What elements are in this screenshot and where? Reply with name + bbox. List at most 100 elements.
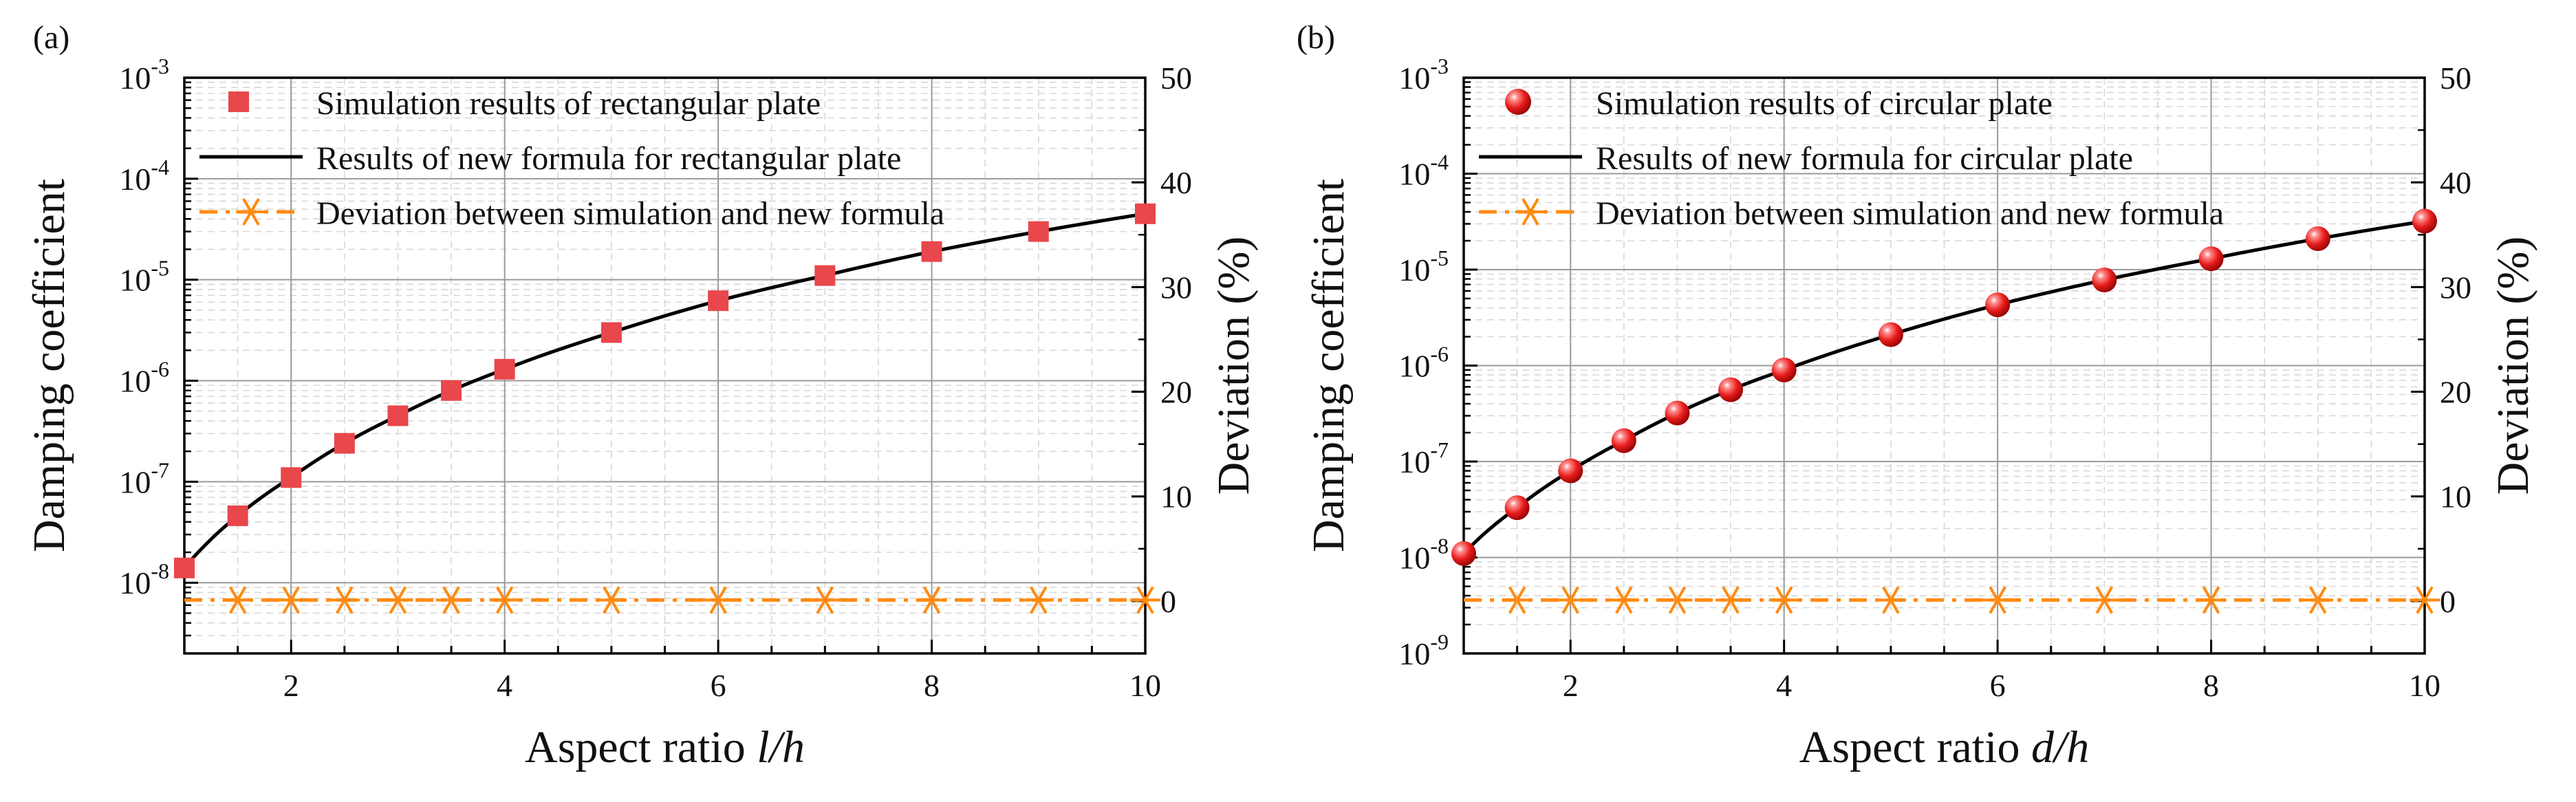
deviation-marker [703, 586, 734, 614]
deviation-marker [1023, 586, 1054, 614]
simulation-marker [2305, 226, 2330, 252]
deviation-marker [1130, 586, 1160, 614]
simulation-marker [1771, 357, 1797, 382]
deviation-marker [329, 586, 360, 614]
x-tick-label: 8 [2203, 668, 2219, 703]
legend-marker-deviation [1515, 197, 1546, 226]
deviation-marker [2410, 586, 2440, 614]
y-tick-label: 10-5 [1398, 246, 1449, 288]
legend-label: Simulation results of circular plate [1596, 85, 2053, 122]
simulation-marker [1504, 495, 1530, 521]
simulation-marker [227, 505, 248, 526]
simulation-marker [814, 265, 836, 286]
simulation-marker [334, 433, 355, 454]
simulation-marker [1451, 541, 1476, 566]
y-tick-label: 10-3 [119, 54, 169, 96]
simulation-marker [2412, 208, 2437, 234]
x-tick-label: 4 [1776, 668, 1792, 703]
x-tick-label: 2 [1563, 668, 1579, 703]
y2-axis-label: Deviation (%) [1209, 237, 1259, 495]
simulation-marker [1878, 322, 1903, 347]
chart-panel-a: 2 4 6 8 10 10-8 10-7 10-6 10-5 10-4 10-3 0 10 20 30 40 5… [24, 19, 1259, 772]
y2-tick-label: 30 [1160, 270, 1192, 305]
simulation-marker [281, 467, 302, 488]
x-axis-label: Aspect ratio l/h [525, 722, 805, 772]
legend-label: Results of new formula for circular plat… [1596, 140, 2133, 177]
y-axis-label: Damping coefficient [1303, 179, 1354, 552]
axis-ticks [183, 76, 1147, 655]
y-tick-label: 10-5 [119, 256, 169, 298]
legend-marker-simulation [1505, 89, 1531, 115]
legend-marker-deviation [236, 197, 266, 226]
deviation-marker [2089, 586, 2120, 614]
simulation-marker [1558, 458, 1583, 484]
y-tick-label: 10-7 [1398, 437, 1449, 479]
y-tick-label: 10-3 [1398, 54, 1449, 96]
y2-axis-label: Deviation (%) [2488, 237, 2538, 495]
legend-marker-simulation [228, 91, 249, 112]
simulation-marker [1135, 203, 1156, 224]
deviation-marker [1715, 586, 1746, 614]
simulation-marker [600, 322, 622, 343]
y2-tick-label: 50 [1160, 61, 1192, 96]
x-tick-label: 4 [497, 668, 512, 703]
y-tick-label: 10-4 [1398, 150, 1449, 192]
x-tick-label: 10 [2409, 668, 2440, 703]
deviation-marker [1768, 586, 1799, 614]
grid [1463, 77, 2425, 654]
simulation-marker [1611, 428, 1636, 453]
simulation-marker [387, 405, 409, 426]
deviation-marker [436, 586, 467, 614]
axis-ticks [1462, 76, 2426, 655]
simulation-marker [174, 557, 195, 578]
y2-tick-label: 50 [2440, 61, 2471, 96]
y2-tick-label: 40 [2440, 165, 2471, 200]
chart-panel-b: 2 4 6 8 10 10-9 10-8 10-7 10-6 10-5 10-4 10-3 0 10 20 3… [1297, 19, 2538, 772]
deviation-marker [1502, 586, 1533, 614]
y2-tick-label: 10 [2440, 479, 2471, 514]
y-tick-label: 10-6 [119, 357, 169, 399]
legend-label: Deviation between simulation and new for… [316, 195, 944, 232]
y-tick-label: 10-9 [1398, 629, 1449, 671]
simulation-marker [1028, 221, 1049, 242]
deviation-marker [382, 586, 413, 614]
y2-tick-label: 20 [2440, 375, 2471, 410]
simulation-marker [494, 358, 515, 380]
simulation-marker [1985, 292, 2011, 318]
simulation-marker [1665, 400, 1690, 426]
deviation-marker [916, 586, 947, 614]
x-tick-label: 10 [1129, 668, 1161, 703]
simulation-marker [2198, 246, 2224, 272]
tick-labels: 2 4 6 8 10 10-9 10-8 10-7 10-6 10-5 10-4 10-3 0 10 20 3… [1398, 54, 2471, 703]
legend: Simulation results of circular plate Resu… [1479, 85, 2224, 232]
simulation-marker [1718, 377, 1744, 402]
x-tick-label: 8 [924, 668, 940, 703]
simulation-marker [2092, 268, 2117, 293]
legend: Simulation results of rectangular plate R… [199, 85, 944, 232]
y2-tick-label: 10 [1160, 479, 1192, 514]
deviation-marker [276, 586, 307, 614]
legend-label: Results of new formula for rectangular p… [316, 140, 901, 177]
legend-label: Deviation between simulation and new for… [1596, 195, 2224, 232]
y2-tick-label: 0 [2440, 584, 2456, 619]
x-tick-label: 6 [711, 668, 726, 703]
deviation-marker [1982, 586, 2013, 614]
deviation-marker [1662, 586, 1693, 614]
panel-label: (b) [1297, 19, 1335, 56]
x-tick-label: 2 [283, 668, 299, 703]
panel-label: (a) [33, 19, 69, 56]
x-tick-label: 6 [1990, 668, 2006, 703]
y-tick-label: 10-6 [1398, 342, 1449, 384]
deviation-marker [489, 586, 520, 614]
y2-tick-label: 40 [1160, 165, 1192, 200]
deviation-marker [2196, 586, 2227, 614]
deviation-marker [2302, 586, 2333, 614]
y-tick-label: 10-8 [1398, 534, 1449, 576]
y2-tick-label: 30 [2440, 270, 2471, 305]
y-tick-label: 10-4 [119, 155, 169, 197]
tick-labels: 2 4 6 8 10 10-8 10-7 10-6 10-5 10-4 10-3 0 10 20 30 40 5… [119, 54, 1192, 703]
y2-tick-label: 0 [1160, 584, 1176, 619]
simulation-marker [441, 380, 462, 401]
